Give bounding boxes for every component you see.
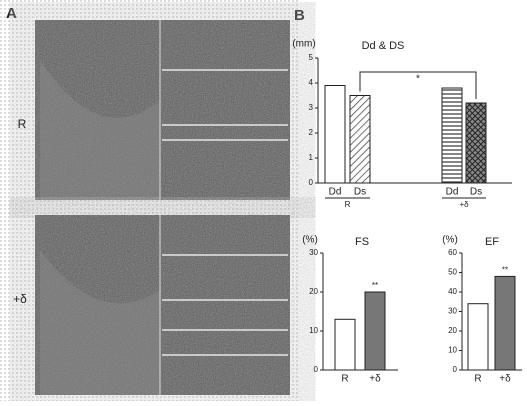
- significance-label: **: [372, 281, 378, 290]
- y-tick-label: 20: [448, 326, 457, 335]
- bar-hatch: [466, 103, 486, 183]
- row-label: R: [18, 117, 27, 131]
- y-tick-label: 0: [314, 365, 319, 374]
- x-tick-label: +δ: [499, 374, 511, 385]
- y-tick-label: 50: [448, 268, 457, 277]
- chart-title: FS: [355, 236, 369, 248]
- x-tick-label: +δ: [369, 374, 381, 385]
- y-tick-label: 0: [309, 178, 314, 187]
- panel-label: A: [6, 5, 17, 22]
- significance-label: **: [502, 266, 508, 275]
- chart-title: EF: [485, 236, 499, 248]
- x-tick-label: R: [474, 374, 481, 385]
- y-tick-label: 4: [309, 78, 314, 87]
- bar-hatch: [350, 96, 370, 184]
- y-axis-label: (%): [302, 235, 318, 246]
- y-tick-label: 0: [453, 365, 458, 374]
- y-tick-label: 3: [309, 103, 314, 112]
- page: A B R +δ Dd & DS(mm)012345DdDsDdDsR+δ*FS…: [0, 0, 527, 401]
- bar: [335, 319, 355, 370]
- bar: [495, 276, 515, 370]
- bar: [325, 86, 345, 184]
- x-tick-label: Dd: [446, 187, 459, 198]
- row-label: +δ: [13, 292, 27, 306]
- y-tick-label: 1: [309, 153, 314, 162]
- x-tick-label: Dd: [329, 187, 342, 198]
- chart-title: Dd & DS: [362, 40, 405, 52]
- group-label: R: [345, 200, 351, 209]
- group-label: +δ: [459, 200, 469, 209]
- x-tick-label: Ds: [470, 187, 482, 198]
- y-tick-label: 20: [309, 287, 318, 296]
- significance-label: *: [416, 74, 420, 85]
- y-axis-label: (%): [442, 235, 458, 246]
- y-tick-label: 10: [448, 346, 457, 355]
- y-tick-label: 10: [309, 326, 318, 335]
- y-axis-label: (mm): [292, 39, 315, 50]
- x-tick-label: R: [341, 374, 348, 385]
- figure: A B R +δ Dd & DS(mm)012345DdDsDdDsR+δ*FS…: [0, 0, 527, 401]
- y-tick-label: 40: [448, 287, 457, 296]
- y-tick-label: 5: [309, 53, 314, 62]
- y-tick-label: 30: [309, 248, 318, 257]
- bar-hatch: [442, 88, 462, 183]
- y-tick-label: 2: [309, 128, 314, 137]
- y-tick-label: 60: [448, 248, 457, 257]
- panel-label: B: [294, 7, 305, 24]
- bar: [468, 304, 488, 370]
- y-tick-label: 30: [448, 307, 457, 316]
- bar: [365, 292, 385, 370]
- x-tick-label: Ds: [354, 187, 366, 198]
